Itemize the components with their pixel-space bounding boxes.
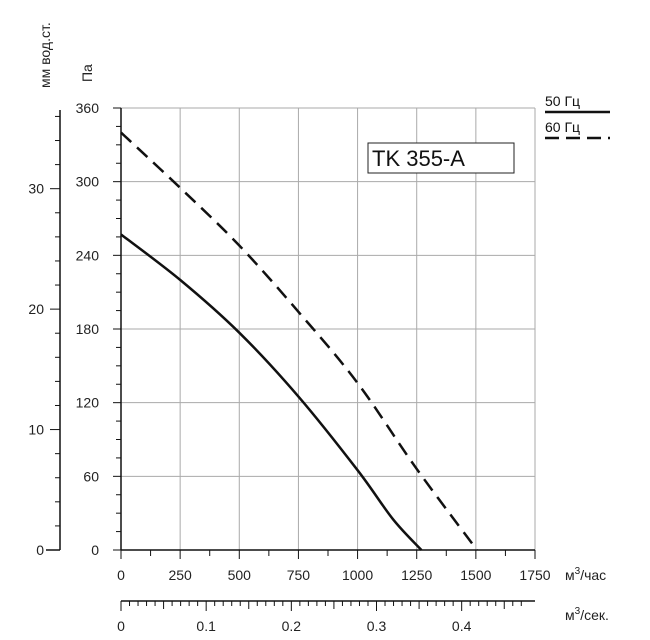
grid	[121, 107, 536, 550]
x-tick-label: 250	[168, 567, 192, 583]
y-tick-label: 360	[76, 100, 100, 116]
legend-60hz-label: 60 Гц	[545, 119, 580, 135]
x-axis-title-m3s: м3/сек.	[565, 606, 609, 623]
x-tick-label: 1750	[519, 567, 550, 583]
x-tick-label: 1250	[401, 567, 432, 583]
x-axis-title-m3h-sup: 3	[575, 566, 581, 577]
legend: 50 Гц 60 Гц	[545, 93, 610, 140]
y2-tick-label: 10	[28, 422, 44, 438]
legend-50hz-label: 50 Гц	[545, 93, 580, 109]
y-tick-label: 300	[76, 174, 100, 190]
x2-tick-label: 0.3	[367, 618, 387, 634]
x-axis-title-m3s-prefix: м	[565, 607, 575, 623]
model-label-box	[367, 142, 515, 174]
model-label: TK 355-A	[372, 146, 465, 171]
y2-tick-label: 0	[36, 542, 44, 558]
curves	[120, 131, 479, 551]
y-tick-label: 0	[91, 542, 99, 558]
x-tick-label: 0	[117, 567, 125, 583]
x-tick-label: 1000	[342, 567, 373, 583]
y2-tick-label: 20	[28, 301, 44, 317]
x2-tick-label: 0.4	[452, 618, 472, 634]
x-tick-label: 750	[287, 567, 311, 583]
x-axis-title-m3h: м3/час	[565, 566, 606, 583]
x-tick-label: 500	[228, 567, 252, 583]
x-tick-label: 1500	[460, 567, 491, 583]
y-tick-label: 60	[83, 468, 99, 484]
x-axis-title-m3s-sup: 3	[575, 606, 581, 617]
x2-tick-label: 0	[117, 618, 125, 634]
x-axis-title-m3h-prefix: м	[565, 567, 575, 583]
y-tick-label: 180	[76, 321, 100, 337]
x2-tick-label: 0.1	[196, 618, 216, 634]
y-tick-label: 120	[76, 395, 100, 411]
curve-50hz	[120, 233, 423, 551]
y2-tick-label: 30	[28, 181, 44, 197]
curve-60hz	[120, 131, 479, 551]
x2-tick-label: 0.2	[282, 618, 302, 634]
x-axis-title-m3h-suffix: /час	[580, 567, 606, 583]
y-axis-title-pa: Па	[79, 64, 95, 82]
y-axis-title-mm: мм вод.ст.	[37, 22, 53, 88]
x-axis-title-m3s-suffix: /сек.	[580, 607, 609, 623]
y-tick-label: 240	[76, 247, 100, 263]
